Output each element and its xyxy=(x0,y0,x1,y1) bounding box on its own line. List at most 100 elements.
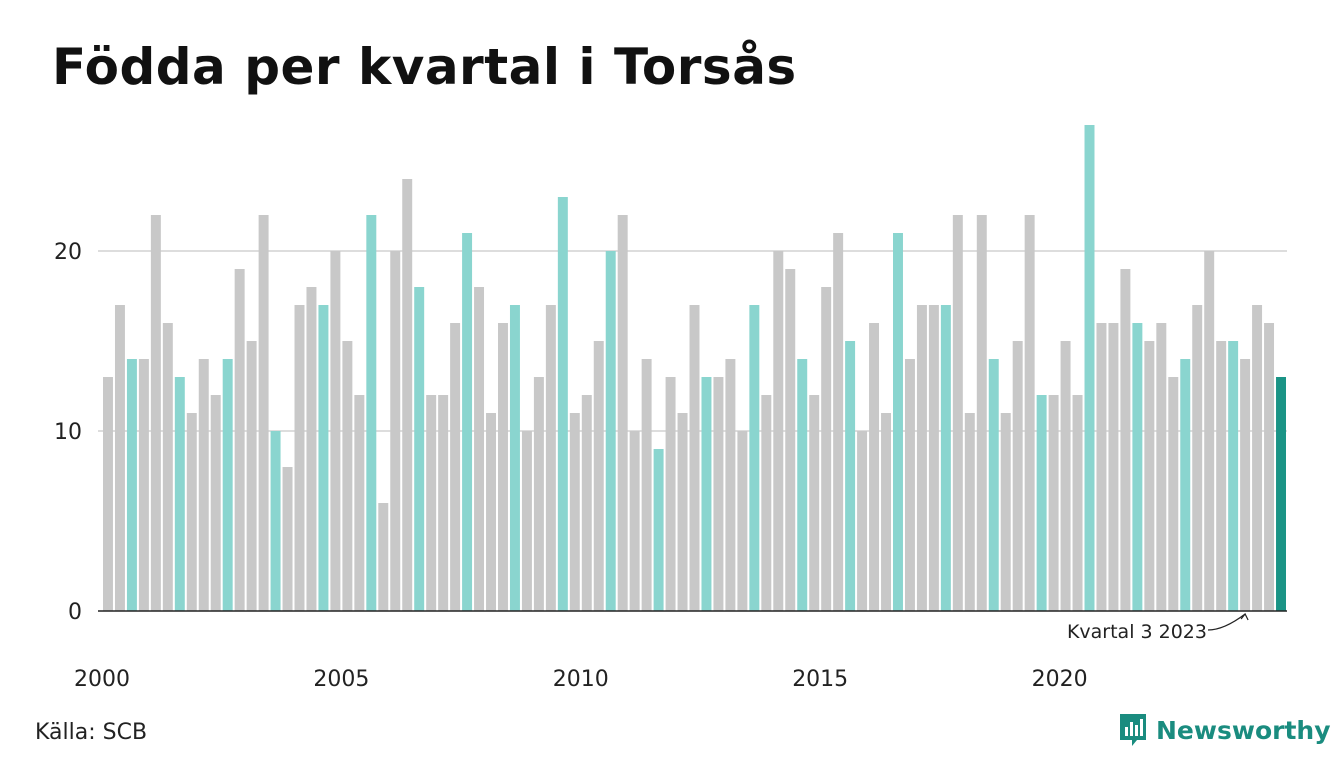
bar xyxy=(593,341,604,611)
brand-name: Newsworthy xyxy=(1156,715,1331,745)
bar xyxy=(1036,395,1047,611)
bar xyxy=(653,449,664,611)
bar xyxy=(509,305,520,611)
bar xyxy=(222,359,233,611)
bar xyxy=(521,431,532,611)
bar xyxy=(1276,377,1286,611)
bar xyxy=(749,305,760,611)
bar xyxy=(1120,269,1131,611)
bar xyxy=(486,413,496,611)
chart-title: Födda per kvartal i Torsås xyxy=(52,38,797,96)
bar xyxy=(533,377,544,611)
bar xyxy=(378,503,389,611)
bar xyxy=(354,395,365,611)
bar xyxy=(162,323,173,611)
bar xyxy=(1192,305,1203,611)
bar xyxy=(174,377,185,611)
bar xyxy=(1216,341,1227,611)
bar xyxy=(342,341,353,611)
bar xyxy=(857,431,868,611)
bar xyxy=(581,395,592,611)
bar xyxy=(545,305,556,611)
bar xyxy=(557,197,568,611)
bars xyxy=(103,125,1286,611)
bar xyxy=(1156,323,1167,611)
bar xyxy=(1132,323,1143,611)
bar xyxy=(1024,215,1035,611)
bar xyxy=(1204,251,1215,611)
bar xyxy=(318,305,329,611)
y-tick-labels: 0 10 20 xyxy=(54,240,82,625)
bar xyxy=(569,413,580,611)
bar xyxy=(1048,395,1059,611)
x-tick-label: 2020 xyxy=(1032,667,1088,692)
x-tick-label: 2005 xyxy=(313,667,369,692)
bar xyxy=(186,413,197,611)
bar xyxy=(414,287,425,611)
bar xyxy=(270,431,281,611)
bar xyxy=(294,305,305,611)
bar xyxy=(210,395,221,611)
bar xyxy=(869,323,880,611)
newsworthy-logo-icon xyxy=(1120,714,1146,746)
bar xyxy=(366,215,377,611)
bar xyxy=(940,305,951,611)
bar xyxy=(916,305,927,611)
bar xyxy=(1108,323,1119,611)
y-tick-label: 0 xyxy=(68,600,82,625)
y-tick-label: 20 xyxy=(54,240,82,265)
brand-logo: Newsworthy xyxy=(1118,712,1331,748)
bar xyxy=(845,341,856,611)
bar xyxy=(126,359,137,611)
bar xyxy=(258,215,269,611)
bar xyxy=(103,377,113,611)
bar xyxy=(713,377,724,611)
bar xyxy=(605,251,616,611)
bar xyxy=(952,215,963,611)
bar xyxy=(246,341,257,611)
bar xyxy=(928,305,939,611)
bar xyxy=(773,251,784,611)
annotation-label: Kvartal 3 2023 xyxy=(1067,621,1207,643)
source-label: Källa: SCB xyxy=(35,720,148,745)
bar xyxy=(1180,359,1191,611)
bar xyxy=(330,251,341,611)
bar xyxy=(474,287,485,611)
x-tick-label: 2010 xyxy=(553,667,609,692)
bar xyxy=(150,215,161,611)
bar xyxy=(1000,413,1011,611)
bar xyxy=(797,359,808,611)
bar xyxy=(629,431,640,611)
bar xyxy=(785,269,796,611)
bar xyxy=(976,215,987,611)
bar xyxy=(821,287,832,611)
bar xyxy=(498,323,508,611)
bar xyxy=(677,413,688,611)
y-tick-label: 10 xyxy=(54,420,82,445)
annotation-arrow xyxy=(1207,612,1249,631)
bar xyxy=(450,323,461,611)
bar xyxy=(701,377,712,611)
bar xyxy=(641,359,652,611)
bar xyxy=(1096,323,1107,611)
bar xyxy=(665,377,676,611)
bar xyxy=(1240,359,1251,611)
bar xyxy=(234,269,245,611)
bar xyxy=(1168,377,1179,611)
bar xyxy=(138,359,149,611)
x-tick-label: 2015 xyxy=(792,667,848,692)
x-tick-labels: 2000 2005 2010 2015 2020 xyxy=(74,667,1088,692)
bar xyxy=(1252,305,1263,611)
bar xyxy=(904,359,915,611)
bar xyxy=(114,305,125,611)
bar xyxy=(282,467,293,611)
bar xyxy=(881,413,891,611)
bar xyxy=(893,233,903,611)
bar xyxy=(964,413,975,611)
bar xyxy=(1012,341,1023,611)
bar xyxy=(1228,341,1239,611)
bar xyxy=(1060,341,1071,611)
x-tick-label: 2000 xyxy=(74,667,130,692)
bar xyxy=(438,395,449,611)
